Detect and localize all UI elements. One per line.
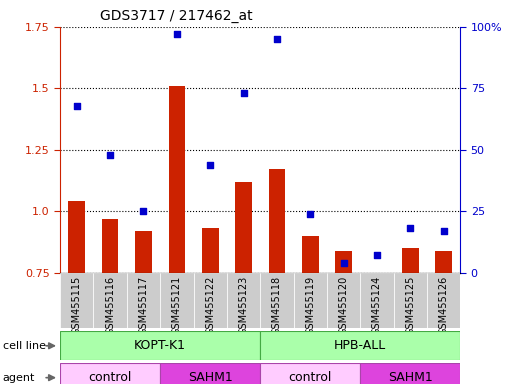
Text: SAHM1: SAHM1 bbox=[388, 371, 433, 384]
Bar bbox=[194, 273, 227, 328]
Bar bbox=[402, 248, 418, 273]
Bar bbox=[260, 363, 360, 384]
Bar bbox=[327, 273, 360, 328]
Text: GSM455121: GSM455121 bbox=[172, 275, 182, 335]
Bar bbox=[260, 331, 460, 360]
Bar bbox=[369, 273, 385, 275]
Bar bbox=[227, 273, 260, 328]
Text: GDS3717 / 217462_at: GDS3717 / 217462_at bbox=[100, 9, 253, 23]
Text: KOPT-K1: KOPT-K1 bbox=[134, 339, 186, 352]
Bar bbox=[202, 228, 219, 273]
Bar bbox=[160, 363, 260, 384]
Point bbox=[173, 31, 181, 37]
Text: GSM455115: GSM455115 bbox=[72, 275, 82, 335]
Text: agent: agent bbox=[3, 372, 35, 383]
Text: GSM455124: GSM455124 bbox=[372, 275, 382, 335]
Bar bbox=[268, 169, 285, 273]
Text: GSM455120: GSM455120 bbox=[338, 275, 348, 335]
Text: GSM455117: GSM455117 bbox=[139, 275, 149, 335]
Text: SAHM1: SAHM1 bbox=[188, 371, 233, 384]
Bar bbox=[69, 201, 85, 273]
Bar bbox=[60, 363, 160, 384]
Bar bbox=[394, 273, 427, 328]
Bar bbox=[435, 250, 452, 273]
Bar bbox=[335, 250, 352, 273]
Bar bbox=[60, 331, 260, 360]
Text: cell line: cell line bbox=[3, 341, 46, 351]
Bar bbox=[127, 273, 160, 328]
Point bbox=[73, 103, 81, 109]
Bar bbox=[235, 182, 252, 273]
Bar bbox=[302, 236, 319, 273]
Text: GSM455116: GSM455116 bbox=[105, 275, 115, 334]
Bar bbox=[168, 86, 185, 273]
Point bbox=[339, 260, 348, 266]
Bar bbox=[360, 273, 393, 328]
Bar bbox=[160, 273, 194, 328]
Point bbox=[373, 252, 381, 258]
Point bbox=[206, 161, 214, 167]
Bar bbox=[135, 231, 152, 273]
Bar bbox=[427, 273, 460, 328]
Text: GSM455122: GSM455122 bbox=[205, 275, 215, 335]
Point bbox=[240, 90, 248, 96]
Point bbox=[406, 225, 414, 232]
Bar bbox=[60, 273, 94, 328]
Point bbox=[306, 210, 314, 217]
Bar bbox=[102, 218, 119, 273]
Text: HPB-ALL: HPB-ALL bbox=[334, 339, 386, 352]
Text: control: control bbox=[289, 371, 332, 384]
Text: GSM455126: GSM455126 bbox=[439, 275, 449, 335]
Bar bbox=[293, 273, 327, 328]
Bar bbox=[260, 273, 293, 328]
Bar bbox=[94, 273, 127, 328]
Bar bbox=[360, 363, 460, 384]
Point bbox=[272, 36, 281, 42]
Text: GSM455125: GSM455125 bbox=[405, 275, 415, 335]
Text: GSM455118: GSM455118 bbox=[272, 275, 282, 334]
Point bbox=[439, 228, 448, 234]
Point bbox=[139, 208, 147, 214]
Text: control: control bbox=[88, 371, 132, 384]
Point bbox=[106, 152, 115, 158]
Text: GSM455119: GSM455119 bbox=[305, 275, 315, 334]
Text: GSM455123: GSM455123 bbox=[238, 275, 248, 335]
